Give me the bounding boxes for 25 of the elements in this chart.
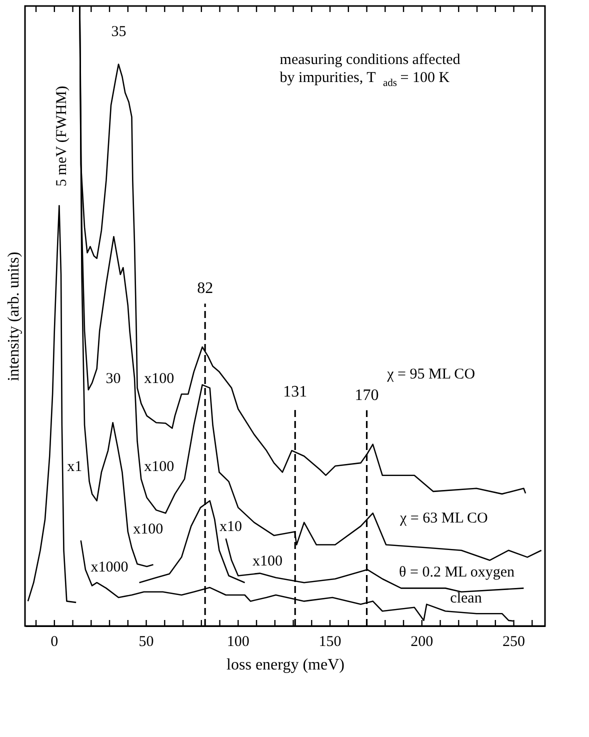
annotation: 35 — [111, 24, 126, 40]
annotation: x100 — [133, 522, 164, 538]
annotation: θ = 0.2 ML oxygen — [399, 564, 516, 580]
x-tick-label: 250 — [502, 634, 526, 650]
x-tick-label: 50 — [138, 634, 154, 650]
x-tick-label: 200 — [410, 634, 434, 650]
annotation: x100 — [144, 459, 174, 476]
x-axis-title: loss energy (meV) — [226, 656, 344, 674]
ref-line-label: 131 — [283, 384, 308, 401]
annotation: 30 — [106, 371, 121, 387]
annotation: x1000 — [90, 559, 128, 576]
x-tick-label: 0 — [50, 634, 58, 650]
x-tick-label: 150 — [318, 634, 342, 650]
ref-line-label: 82 — [197, 280, 214, 298]
annotation: χ = 63 ML CO — [398, 510, 488, 526]
y-axis-title: intensity (arb. units) — [6, 252, 22, 382]
annotation: x1 — [67, 459, 82, 476]
annotation: χ = 95 ML CO — [386, 366, 476, 383]
annotation: x100 — [252, 553, 283, 570]
annotation: x10 — [220, 519, 242, 536]
x-tick-label: 100 — [226, 634, 250, 650]
annotation: x100 — [144, 371, 174, 387]
ref-line-label: 170 — [354, 386, 379, 404]
annotation: 5 meV (FWHM) — [54, 86, 70, 186]
annotation: clean — [450, 590, 482, 606]
